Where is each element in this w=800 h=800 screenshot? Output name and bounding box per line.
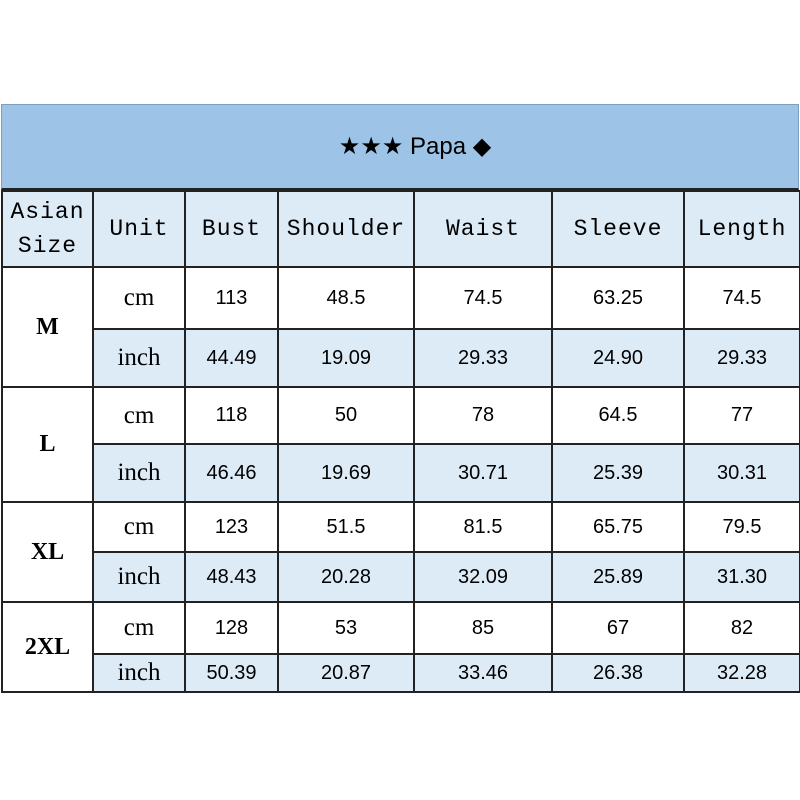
measurement-cell: 48.43 [184, 551, 279, 603]
unit-label: inch [92, 328, 186, 388]
measurement-cell: 50 [277, 386, 415, 445]
table-row: 2XL cm 128 53 85 67 82 [1, 601, 800, 693]
measurement-cell: 64.5 [551, 386, 685, 445]
measurement-cell: 31.30 [683, 551, 800, 603]
unit-label: cm [92, 266, 186, 330]
measurement-cell: 65.75 [551, 501, 685, 553]
measurement-cell: 74.5 [413, 266, 553, 330]
size-label: XL [1, 501, 94, 603]
size-label: M [1, 266, 94, 388]
column-header: Waist [413, 190, 553, 268]
unit-label: inch [92, 653, 186, 693]
measurement-cell: 77 [683, 386, 800, 445]
measurement-cell: 50.39 [184, 653, 279, 693]
measurement-cell: 19.69 [277, 443, 415, 503]
table-row: inch 46.46 19.69 30.71 25.39 30.31 [2, 443, 800, 503]
unit-label: cm [92, 501, 186, 553]
unit-label: inch [92, 443, 186, 503]
measurement-cell: 67 [551, 601, 685, 655]
column-header: Length [683, 190, 800, 268]
measurement-cell: 30.71 [413, 443, 553, 503]
size-label: 2XL [1, 601, 94, 693]
size-label: L [1, 386, 94, 503]
measurement-cell: 78 [413, 386, 553, 445]
measurement-cell: 44.49 [184, 328, 279, 388]
unit-label: cm [92, 386, 186, 445]
measurement-cell: 32.09 [413, 551, 553, 603]
measurement-cell: 19.09 [277, 328, 415, 388]
measurement-cell: 32.28 [683, 653, 800, 693]
measurement-cell: 20.28 [277, 551, 415, 603]
measurement-cell: 82 [683, 601, 800, 655]
measurement-cell: 25.39 [551, 443, 685, 503]
measurement-cell: 85 [413, 601, 553, 655]
measurement-cell: 20.87 [277, 653, 415, 693]
measurement-cell: 74.5 [683, 266, 800, 330]
measurement-cell: 123 [184, 501, 279, 553]
unit-label: inch [92, 551, 186, 603]
measurement-cell: 81.5 [413, 501, 553, 553]
measurement-cell: 29.33 [413, 328, 553, 388]
measurement-cell: 25.89 [551, 551, 685, 603]
measurement-cell: 26.38 [551, 653, 685, 693]
measurement-cell: 79.5 [683, 501, 800, 553]
table-row: XL cm 123 51.5 81.5 65.75 79.5 [1, 501, 800, 603]
measurement-cell: 46.46 [184, 443, 279, 503]
header-row: Asian Size Unit Bust Shoulder Waist Sleeve Len… [1, 190, 800, 268]
measurement-cell: 63.25 [551, 266, 685, 330]
measurement-cell: 113 [184, 266, 279, 330]
table-row: inch 48.43 20.28 32.09 25.89 31.30 [2, 551, 800, 603]
measurement-cell: 51.5 [277, 501, 415, 553]
measurement-cell: 53 [277, 601, 415, 655]
column-header: Unit [92, 190, 186, 268]
measurement-cell: 29.33 [683, 328, 800, 388]
measurement-cell: 33.46 [413, 653, 553, 693]
column-header: Bust [184, 190, 279, 268]
measurement-cell: 24.90 [551, 328, 685, 388]
measurement-cell: 30.31 [683, 443, 800, 503]
table-row: inch 44.49 19.09 29.33 24.90 29.33 [2, 328, 800, 388]
measurement-cell: 48.5 [277, 266, 415, 330]
size-table: Asian Size Unit Bust Shoulder Waist Sleeve Len… [1, 190, 800, 693]
measurement-cell: 128 [184, 601, 279, 655]
measurement-cell: 118 [184, 386, 279, 445]
size-chart: ★★★ Papa ◆ Asian Size Unit Bust Shoulder Wai… [1, 104, 800, 693]
column-header: Asian Size [1, 190, 94, 268]
chart-title: ★★★ Papa ◆ [1, 104, 799, 190]
column-header: Shoulder [277, 190, 415, 268]
column-header: Sleeve [551, 190, 685, 268]
unit-label: cm [92, 601, 186, 655]
table-row: inch 50.39 20.87 33.46 26.38 32.28 [2, 653, 800, 693]
